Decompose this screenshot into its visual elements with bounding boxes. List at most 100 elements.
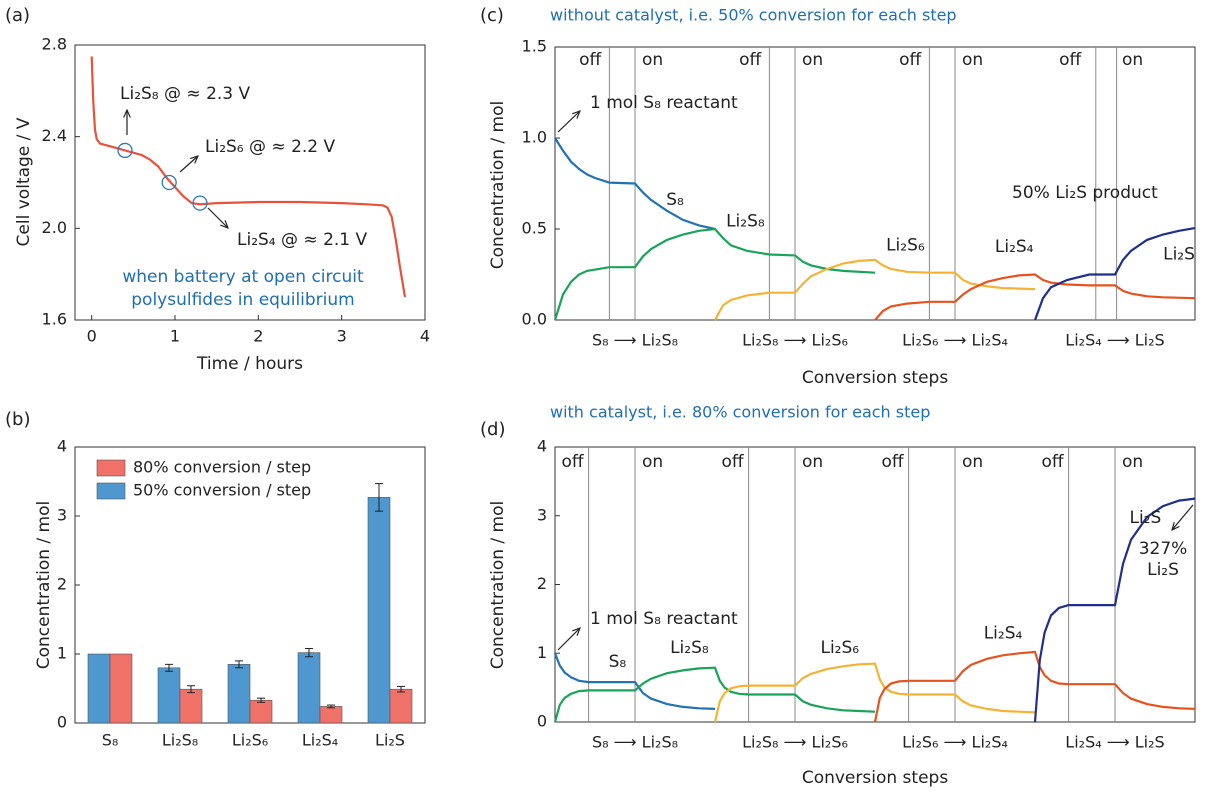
x-axis-label: Conversion steps xyxy=(802,368,948,388)
x-tick-label: S₈ xyxy=(102,731,119,750)
annotation: 1 mol S₈ reactant xyxy=(590,609,738,629)
x-tick-label: 0 xyxy=(87,327,97,346)
step-label: Li₂S₄ ⟶ Li₂S xyxy=(1065,331,1164,350)
annotation: 1 mol S₈ reactant xyxy=(590,93,738,113)
error-bar xyxy=(165,663,173,672)
y-tick-label: 1 xyxy=(537,643,547,662)
annotation-arrow xyxy=(557,628,580,651)
error-bar xyxy=(327,704,335,709)
error-bar xyxy=(375,483,383,512)
data-line xyxy=(713,662,1036,723)
y-axis-label: Concentration / mol xyxy=(488,501,508,669)
annotation-arrow xyxy=(1172,504,1194,530)
marker xyxy=(117,142,133,159)
phase-label: on xyxy=(962,452,983,472)
y-axis-label: Concentration / mol xyxy=(488,101,508,269)
phase-label: off xyxy=(579,50,602,70)
x-tick-label: Li₂S₄ xyxy=(302,731,338,750)
x-tick-label: 1 xyxy=(170,327,180,346)
plot-frame xyxy=(554,446,1196,723)
panel-label: (c) xyxy=(480,5,504,26)
phase-label: off xyxy=(1042,452,1065,472)
plot-frame xyxy=(74,44,426,321)
panel-label: (d) xyxy=(480,419,505,440)
curve-label: Li₂S₈ xyxy=(670,638,709,658)
bar xyxy=(297,652,321,724)
y-tick-label: 4 xyxy=(537,437,547,456)
curve-label: Li₂S₄ xyxy=(995,237,1034,257)
y-tick-label: 0.5 xyxy=(522,219,547,238)
phase-label: off xyxy=(882,452,905,472)
y-tick-label: 1.0 xyxy=(522,128,547,147)
bar xyxy=(87,653,111,724)
y-tick-label: 1.6 xyxy=(42,310,67,329)
subtitle: with catalyst, i.e. 80% conversion for e… xyxy=(550,403,930,422)
x-tick-label: Li₂S xyxy=(375,731,405,750)
step-label: Li₂S₄ ⟶ Li₂S xyxy=(1065,733,1164,752)
step-label: Li₂S₈ ⟶ Li₂S₆ xyxy=(742,733,848,752)
annotation: Li₂S₆ @ ≈ 2.2 V xyxy=(205,137,336,157)
y-tick-label: 0 xyxy=(57,713,67,732)
bar xyxy=(389,688,413,724)
phase-label: on xyxy=(962,50,983,70)
marker xyxy=(192,195,208,211)
curve-label: S₈ xyxy=(609,652,627,672)
step-label: Li₂S₈ ⟶ Li₂S₆ xyxy=(742,331,848,350)
subtitle: without catalyst, i.e. 50% conversion fo… xyxy=(550,6,957,25)
y-axis-label: Cell voltage / V xyxy=(14,117,34,246)
legend-label: 50% conversion / step xyxy=(133,481,311,500)
y-tick-label: 4 xyxy=(57,437,67,456)
y-tick-label: 0 xyxy=(537,712,547,731)
phase-label: on xyxy=(802,452,823,472)
error-bar xyxy=(305,647,313,658)
step-label: Li₂S₆ ⟶ Li₂S₄ xyxy=(902,733,1008,752)
phase-label: on xyxy=(642,50,663,70)
data-line xyxy=(1033,497,1196,723)
curve-label: S₈ xyxy=(666,190,684,210)
data-line xyxy=(553,652,716,710)
phase-label: off xyxy=(722,452,745,472)
phase-label: on xyxy=(642,452,663,472)
x-tick-label: 2 xyxy=(253,327,263,346)
phase-label: off xyxy=(562,452,585,472)
bar xyxy=(179,688,203,724)
data-line xyxy=(1033,227,1196,321)
x-tick-label: Li₂S₆ xyxy=(232,731,268,750)
x-axis-label: Time / hours xyxy=(196,354,303,374)
annotation-arrow xyxy=(179,156,198,173)
curve-label: Li₂S xyxy=(1129,508,1161,528)
data-line xyxy=(714,258,1036,321)
x-axis-label: Conversion steps xyxy=(802,768,948,788)
legend-swatch xyxy=(96,482,126,500)
y-axis-label: Concentration / mol xyxy=(34,501,54,669)
data-line xyxy=(553,666,876,723)
bar xyxy=(367,497,391,724)
y-tick-label: 2 xyxy=(537,574,547,593)
annotation-arrow xyxy=(207,207,228,228)
y-tick-label: 1 xyxy=(57,644,67,663)
data-line xyxy=(553,227,876,321)
bar xyxy=(109,653,133,724)
bar xyxy=(227,664,251,724)
y-tick-label: 2 xyxy=(57,575,67,594)
curve-label: Li₂S₄ xyxy=(984,623,1023,643)
step-label: Li₂S₆ ⟶ Li₂S₄ xyxy=(902,331,1008,350)
step-label: S₈ ⟶ Li₂S₈ xyxy=(592,733,678,752)
legend-swatch xyxy=(96,459,126,477)
error-bar xyxy=(187,685,195,694)
annotation: Li₂S₈ @ ≈ 2.3 V xyxy=(120,84,251,104)
annotation: 50% Li₂S product xyxy=(1012,183,1158,203)
bar xyxy=(319,706,343,724)
x-tick-label: Li₂S₈ xyxy=(162,731,198,750)
annotation: Li₂S xyxy=(1147,560,1179,580)
error-bar xyxy=(257,697,265,703)
step-label: S₈ ⟶ Li₂S₈ xyxy=(592,331,678,350)
annotation: Li₂S₄ @ ≈ 2.1 V xyxy=(237,230,368,250)
x-tick-label: 3 xyxy=(337,327,347,346)
phase-label: off xyxy=(899,50,922,70)
phase-label: off xyxy=(739,50,762,70)
curve-label: Li₂S xyxy=(1163,244,1195,264)
y-tick-label: 2.4 xyxy=(42,126,67,145)
legend-label: 80% conversion / step xyxy=(133,458,311,477)
